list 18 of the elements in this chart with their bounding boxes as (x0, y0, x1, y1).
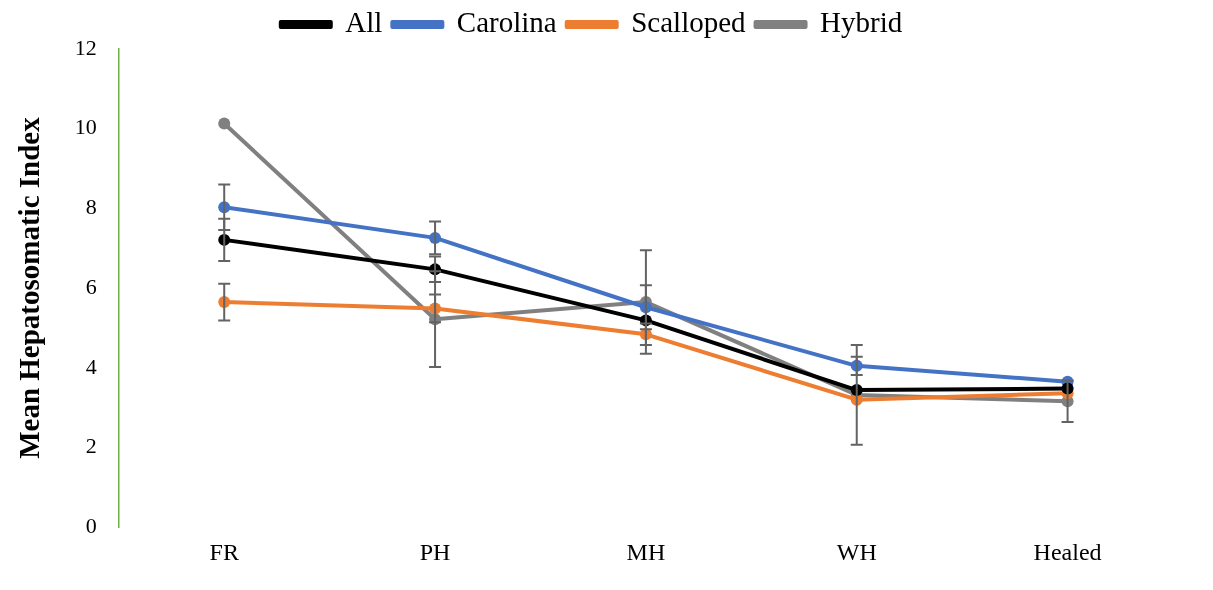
legend-label: Carolina (456, 6, 557, 39)
y-tick-label: 8 (85, 194, 97, 220)
legend-label: Scalloped (631, 6, 747, 39)
point (218, 117, 231, 130)
y-axis-title: Mean Hepatosomatic Index (12, 116, 45, 459)
y-tick-label: 2 (85, 433, 97, 459)
legend-label: All (345, 6, 383, 39)
legend-label: Hybrid (820, 6, 903, 39)
y-tick-label: 4 (85, 353, 97, 379)
x-tick-label: MH (626, 538, 666, 565)
x-tick-label: PH (419, 538, 451, 565)
x-tick-label: Healed (1033, 538, 1102, 565)
x-tick-label: FR (209, 538, 239, 565)
x-tick-label: WH (836, 538, 877, 565)
y-tick-label: 0 (85, 512, 97, 538)
y-tick-label: 12 (74, 34, 97, 60)
y-tick-label: 10 (74, 114, 97, 140)
y-tick-label: 6 (85, 273, 97, 299)
